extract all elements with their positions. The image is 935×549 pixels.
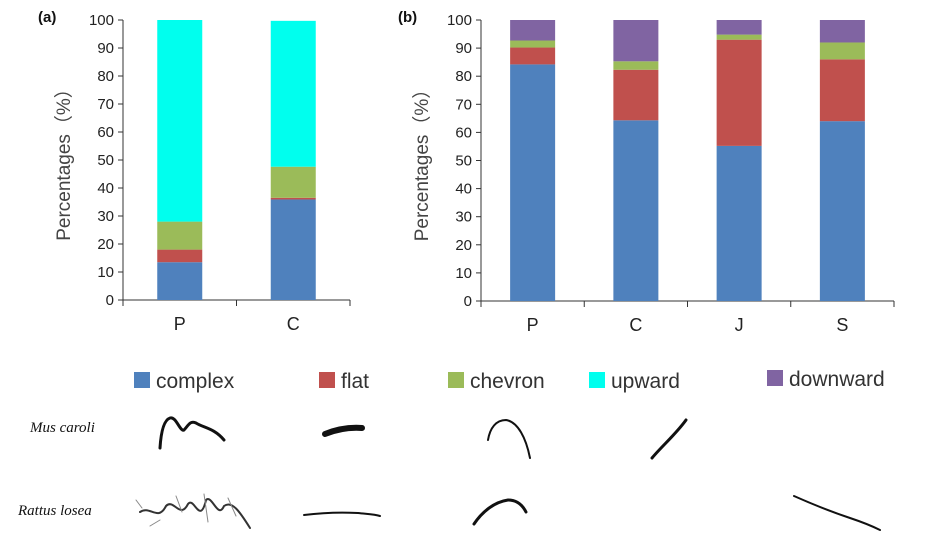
legend: complex flat chevron upward downward: [134, 368, 885, 393]
bar-segment-a-P-complex: [157, 262, 203, 300]
chart-a: 0 10 20 30 40 50 60 70 80 90 100 P C Percentages（%）: [53, 12, 351, 334]
y-tick-label-b: 50: [455, 153, 472, 170]
y-axis-title-a: Percentages（%）: [53, 79, 75, 241]
bar-segment-b-J-flat: [716, 39, 762, 146]
y-tick-label-a: 100: [89, 12, 114, 29]
y-tick-label-b: 40: [455, 181, 472, 198]
spectrogram-mus-flat: [322, 424, 365, 437]
y-tick-label-a: 40: [97, 180, 114, 197]
x-tick-label-a-C: C: [287, 314, 300, 334]
bar-segment-a-C-flat: [270, 197, 316, 200]
spectrogram-rattus-chevron: [472, 498, 528, 526]
y-tick-label-a: 70: [97, 96, 114, 113]
y-tick-label-b: 100: [447, 12, 472, 29]
y-tick-label-a: 30: [97, 208, 114, 225]
bar-segment-b-S-complex: [819, 121, 865, 301]
bar-segment-b-S-chevron: [819, 42, 865, 60]
bar-segment-a-P-chevron: [157, 221, 203, 250]
y-tick-label-b: 0: [464, 293, 472, 310]
spectrogram-rattus-complex-noise: [135, 493, 237, 527]
y-tick-label-b: 10: [455, 265, 472, 282]
spectrogram-mus-chevron: [487, 418, 531, 459]
bar-segment-b-P-downward: [510, 20, 556, 41]
y-tick-label-b: 60: [455, 124, 472, 141]
chart-b: 0 10 20 30 40 50 60 70 80 90 100 P C J S Percentages（%）: [411, 12, 895, 335]
bar-segment-b-J-downward: [716, 20, 762, 35]
spectrograms: [135, 416, 881, 531]
y-tick-label-b: 20: [455, 237, 472, 254]
legend-swatch-upward: [589, 372, 605, 388]
bar-segment-b-C-chevron: [613, 61, 659, 70]
species-label-rattus-losea: Rattus losea: [18, 503, 92, 519]
legend-label-chevron: chevron: [470, 370, 545, 393]
species-label-mus-caroli: Mus caroli: [30, 420, 95, 436]
y-tick-label-a: 0: [106, 292, 114, 309]
panel-label-b: (b): [398, 9, 417, 26]
legend-swatch-flat: [319, 372, 335, 388]
bar-segment-b-J-chevron: [716, 34, 762, 40]
x-tick-label-b-C: C: [629, 315, 642, 335]
y-tick-label-b: 90: [455, 40, 472, 57]
y-axis-title-b: Percentages（%）: [411, 80, 433, 242]
legend-label-upward: upward: [611, 370, 680, 393]
spectrogram-mus-complex: [158, 416, 226, 450]
legend-label-flat: flat: [341, 370, 369, 393]
panel-label-a: (a): [38, 9, 56, 26]
x-tick-label-a-P: P: [174, 314, 186, 334]
bar-segment-a-C-upward: [270, 20, 316, 167]
bar-segment-b-C-complex: [613, 120, 659, 301]
x-tick-label-b-S: S: [836, 315, 848, 335]
bar-segment-b-P-chevron: [510, 40, 556, 48]
x-tick-label-b-J: J: [735, 315, 744, 335]
y-tick-label-a: 20: [97, 236, 114, 253]
legend-swatch-downward: [767, 370, 783, 386]
bar-segment-a-P-upward: [157, 20, 203, 222]
y-tick-label-a: 80: [97, 68, 114, 85]
legend-label-complex: complex: [156, 370, 235, 393]
bar-segment-b-P-complex: [510, 64, 556, 301]
y-tick-label-a: 60: [97, 124, 114, 141]
spectrogram-rattus-flat: [303, 511, 381, 517]
y-tick-label-a: 50: [97, 152, 114, 169]
spectrogram-rattus-complex: [139, 498, 251, 529]
bar-segment-b-S-flat: [819, 59, 865, 122]
y-tick-label-a: 10: [97, 264, 114, 281]
spectrogram-rattus-downward: [793, 495, 881, 531]
y-tick-label-b: 70: [455, 96, 472, 113]
y-tick-label-b: 30: [455, 209, 472, 226]
legend-label-downward: downward: [789, 368, 885, 391]
bar-segment-a-C-complex: [270, 199, 316, 300]
bar-segment-b-C-flat: [613, 69, 659, 121]
spectrogram-mus-upward: [650, 418, 688, 460]
legend-swatch-complex: [134, 372, 150, 388]
x-tick-label-b-P: P: [527, 315, 539, 335]
bar-segment-b-P-flat: [510, 47, 556, 65]
y-tick-label-b: 80: [455, 68, 472, 85]
y-tick-label-a: 90: [97, 40, 114, 57]
legend-swatch-chevron: [448, 372, 464, 388]
bar-segment-a-C-chevron: [270, 166, 316, 198]
bar-segment-b-C-downward: [613, 20, 659, 62]
bar-segment-a-P-flat: [157, 249, 203, 263]
bar-segment-b-S-downward: [819, 20, 865, 43]
bar-segment-b-J-complex: [716, 145, 762, 301]
